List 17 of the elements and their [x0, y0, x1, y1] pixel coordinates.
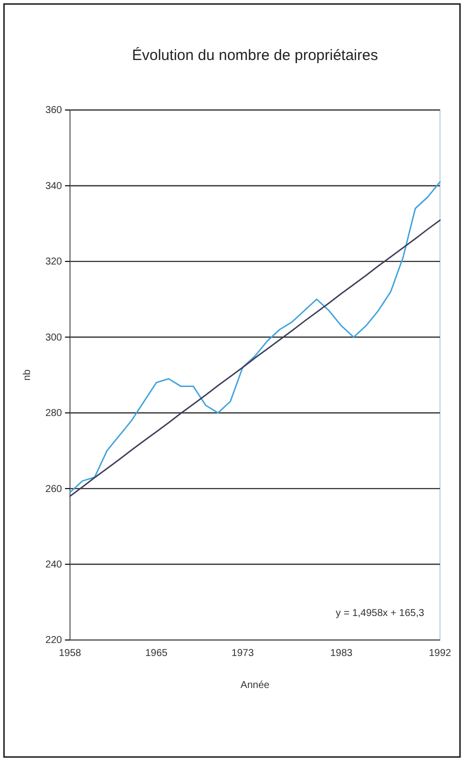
y-tick-label: 320 — [45, 256, 62, 268]
x-tick-label: 1965 — [145, 648, 168, 659]
annotation: y = 1,4958x + 165,3 — [336, 608, 425, 619]
y-tick-label: 260 — [45, 484, 62, 495]
y-tick-label: 240 — [45, 559, 62, 570]
y-tick-label: 280 — [45, 408, 62, 420]
y-tick-label: 220 — [45, 635, 62, 646]
x-axis-title: Année — [240, 680, 270, 691]
y-tick-label: 340 — [45, 180, 62, 192]
chart-title: Évolution du nombre de propriétaires — [132, 46, 378, 64]
x-tick-label: 1973 — [232, 648, 254, 659]
x-tick-label: 1992 — [428, 648, 452, 659]
y-tick-label: 360 — [45, 105, 62, 116]
y-tick-label: 300 — [45, 332, 62, 344]
x-tick-label: 1958 — [58, 648, 82, 659]
x-tick-label: 1983 — [330, 648, 353, 659]
y-axis-title: nb — [22, 369, 33, 381]
